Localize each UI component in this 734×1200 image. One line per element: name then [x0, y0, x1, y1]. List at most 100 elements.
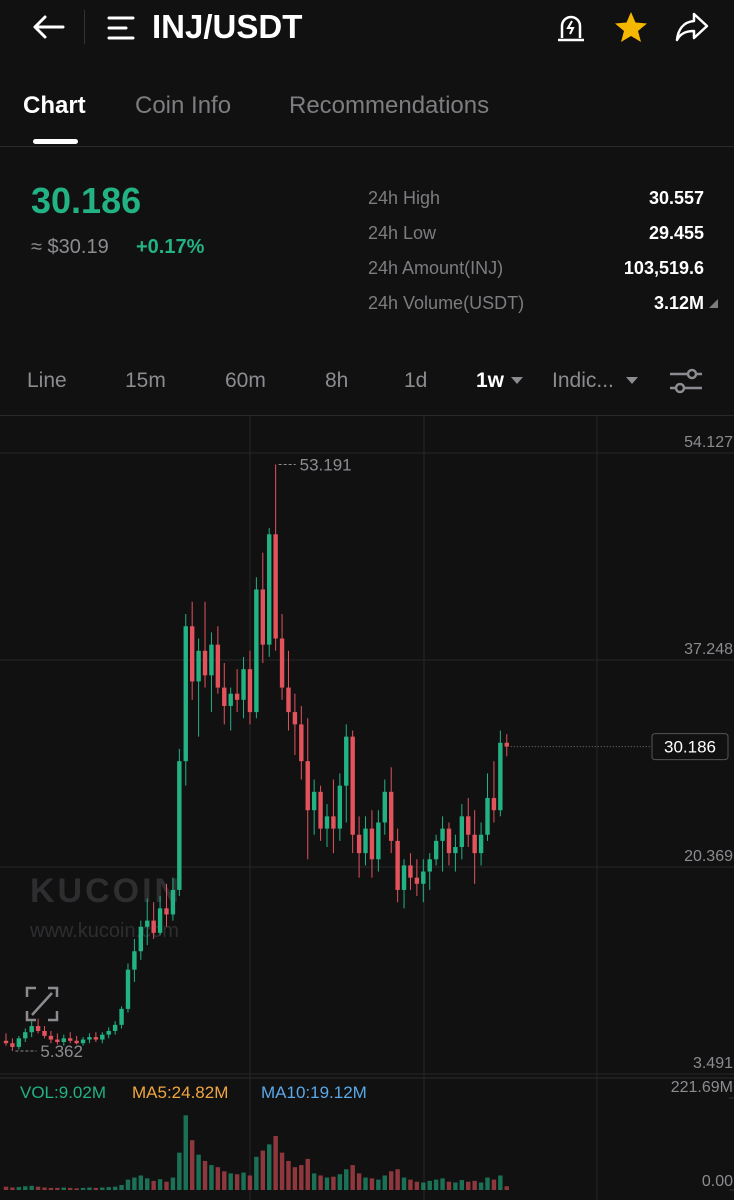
candle: [151, 902, 156, 939]
volume-bar: [440, 1178, 445, 1190]
candle-body: [485, 797, 490, 835]
volume-bar: [363, 1177, 368, 1190]
candle: [453, 834, 458, 872]
candle-body: [478, 834, 484, 854]
candle-body: [35, 1026, 41, 1031]
y-tick-label: 54.127: [684, 434, 733, 451]
tab[interactable]: Chart: [23, 92, 86, 119]
candle: [87, 1033, 92, 1044]
volume-bar: [350, 1165, 355, 1190]
favorite-icon[interactable]: [613, 10, 649, 44]
volume-bar: [42, 1187, 47, 1190]
candle: [472, 810, 477, 884]
pair-title: INJ/USDT: [152, 8, 303, 45]
tab[interactable]: Coin Info: [135, 92, 232, 119]
dropdown-arrow: [626, 377, 638, 384]
candle-body: [164, 908, 169, 915]
candle-body: [80, 1039, 86, 1044]
candle: [254, 577, 259, 719]
timeframe[interactable]: 15m: [125, 369, 166, 392]
candle-body: [16, 1038, 22, 1047]
volume-bar: [157, 1179, 163, 1190]
volume-bar: [10, 1187, 15, 1190]
alert-icon[interactable]: [554, 10, 588, 44]
candle: [138, 920, 144, 960]
candle-body: [209, 644, 214, 676]
volume-bar: [222, 1171, 227, 1190]
share-icon[interactable]: [674, 10, 710, 44]
candle: [247, 650, 253, 725]
volume-bar: [401, 1177, 407, 1190]
volume-legend: VOL:9.02M: [20, 1083, 106, 1102]
settings-icon[interactable]: [668, 366, 704, 396]
volume-bar: [138, 1175, 144, 1190]
candle-body: [414, 877, 420, 884]
volume-bar: [389, 1171, 394, 1190]
candle: [209, 632, 214, 713]
expand-triangle[interactable]: [708, 298, 720, 310]
back-button[interactable]: [30, 12, 66, 42]
candle: [260, 552, 265, 664]
volume-bar: [478, 1182, 484, 1190]
candle: [61, 1034, 66, 1046]
candle: [164, 883, 169, 927]
tab[interactable]: Recommendations: [289, 92, 490, 119]
fullscreen-icon[interactable]: [25, 986, 59, 1022]
menu-icon[interactable]: [106, 14, 136, 42]
volume-bar: [106, 1187, 111, 1190]
timeframe[interactable]: 1w: [476, 369, 505, 392]
stat-label: 24h High: [368, 188, 441, 208]
timeframe[interactable]: Line: [27, 369, 67, 392]
volume-bar: [74, 1188, 79, 1190]
timeframe[interactable]: 60m: [225, 369, 266, 392]
candle-body: [498, 742, 503, 811]
stat-value: 29.455: [648, 223, 704, 243]
dropdown-arrow: [511, 377, 523, 384]
candle-body: [453, 847, 458, 854]
candle: [408, 853, 413, 890]
volume-bar: [408, 1179, 413, 1190]
volume-bar: [344, 1169, 349, 1190]
volume-bar: [273, 1136, 278, 1190]
volume-tick-label: 221.69M: [671, 1079, 733, 1096]
candle-body: [401, 865, 407, 890]
candle-body: [138, 926, 144, 952]
timeframe[interactable]: Indic...: [552, 369, 614, 392]
candle: [35, 1018, 41, 1034]
volume-bar: [68, 1187, 73, 1190]
timeframe[interactable]: 1d: [404, 369, 428, 392]
candle: [491, 761, 497, 823]
volume-bar: [125, 1179, 131, 1190]
timeframe[interactable]: 8h: [325, 369, 349, 392]
candle: [459, 804, 465, 860]
candle: [389, 767, 394, 854]
candle: [80, 1037, 86, 1046]
stat-value: 103,519.6: [623, 258, 704, 278]
candle: [189, 601, 195, 700]
candle: [93, 1032, 99, 1043]
candle-body: [93, 1037, 99, 1040]
candle-body: [189, 626, 195, 682]
candle: [222, 663, 227, 725]
candle-body: [382, 791, 387, 823]
candle: [311, 779, 317, 835]
candle: [324, 804, 330, 848]
volume-bar: [292, 1167, 298, 1190]
y-tick-label: 37.248: [684, 641, 733, 658]
candle-body: [292, 712, 298, 725]
candle-body: [222, 687, 227, 706]
candle-body: [491, 797, 497, 811]
volume-bar: [311, 1173, 317, 1190]
candle: [215, 626, 221, 694]
candle-body: [356, 834, 362, 854]
stat-value: 3.12M: [653, 293, 704, 313]
volume-bar: [132, 1177, 137, 1190]
y-tick-label: 20.369: [684, 848, 733, 865]
candle-body: [273, 534, 278, 639]
candle: [286, 650, 291, 731]
candle: [106, 1027, 111, 1039]
candle-body: [202, 650, 208, 676]
volume-bar: [466, 1181, 471, 1190]
candle: [100, 1032, 105, 1044]
candle-body: [112, 1024, 118, 1031]
